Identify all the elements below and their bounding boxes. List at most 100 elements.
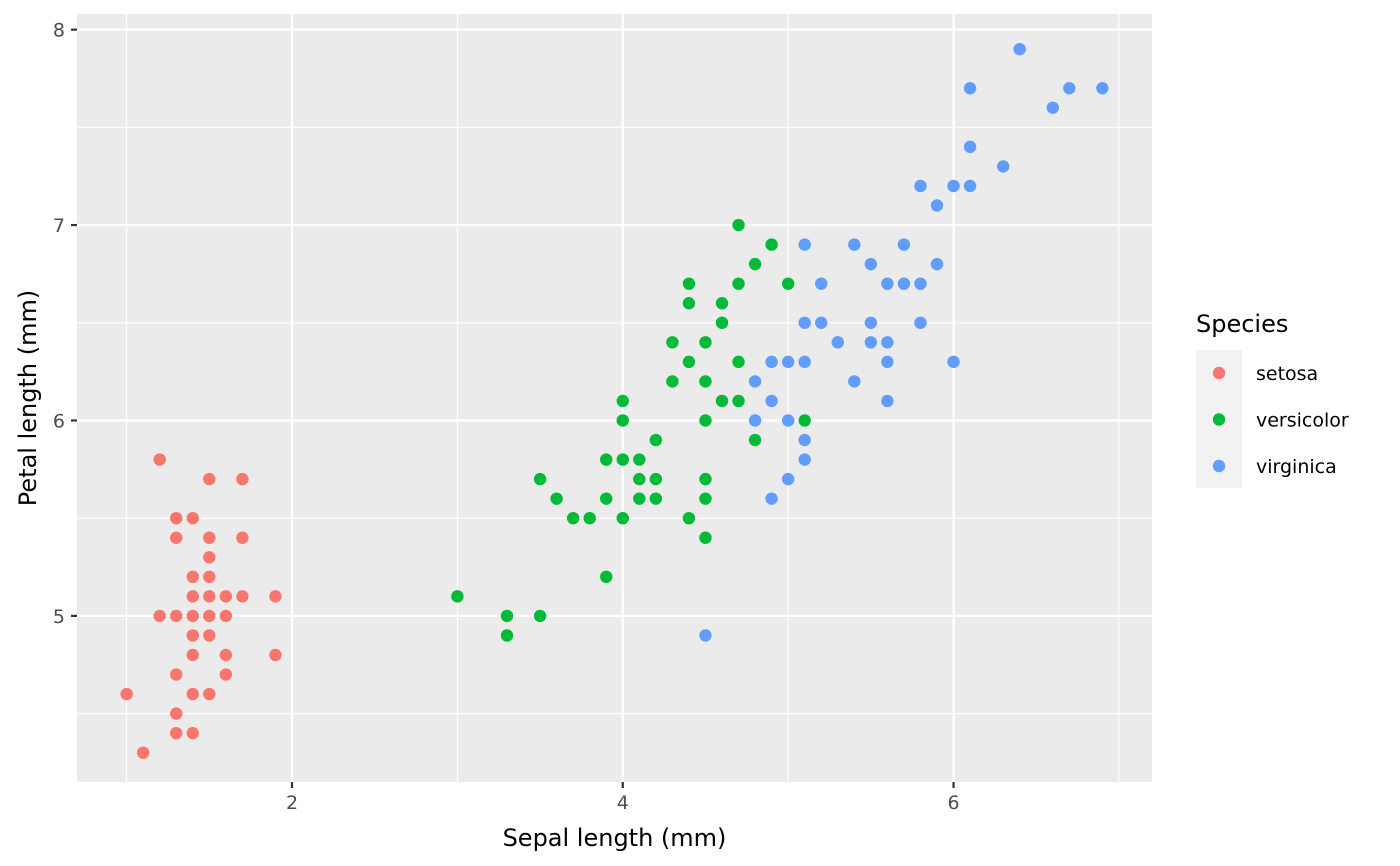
data-point-setosa [203, 590, 216, 603]
data-point-setosa [186, 687, 199, 701]
data-point-versicolor [666, 336, 679, 349]
data-point-virginica [947, 179, 960, 193]
data-point-virginica [781, 355, 795, 369]
data-point-virginica [798, 316, 811, 329]
legend-label-versicolor: versicolor [1256, 410, 1349, 432]
data-point-virginica [1096, 82, 1109, 95]
legend: Species setosa versicolor virginica [1196, 310, 1349, 488]
data-point-virginica [963, 140, 977, 154]
data-point-virginica [748, 414, 762, 427]
data-point-virginica [963, 82, 977, 95]
data-point-versicolor [715, 394, 729, 408]
data-point-versicolor [633, 472, 646, 486]
data-point-virginica [881, 336, 894, 349]
data-point-setosa [236, 531, 249, 544]
data-point-virginica [748, 375, 762, 388]
data-point-versicolor [732, 277, 745, 290]
data-point-versicolor [533, 609, 547, 623]
legend-label-virginica: virginica [1256, 456, 1337, 478]
data-point-virginica [930, 257, 944, 271]
data-point-setosa [186, 629, 199, 642]
legend-item-setosa: setosa [1212, 363, 1318, 385]
data-point-setosa [186, 511, 199, 525]
data-point-versicolor [732, 355, 745, 369]
data-point-versicolor [500, 609, 514, 623]
data-point-versicolor [533, 472, 547, 486]
data-point-virginica [1046, 101, 1059, 115]
data-point-versicolor [600, 453, 613, 466]
data-point-virginica [765, 492, 778, 505]
y-axis: 5 6 7 8 [53, 20, 77, 628]
data-point-versicolor [682, 511, 696, 525]
data-point-versicolor [715, 316, 729, 329]
data-point-virginica [1013, 42, 1026, 56]
data-point-versicolor [699, 414, 712, 427]
data-point-virginica [897, 277, 911, 290]
data-point-virginica [831, 336, 844, 349]
minor-gridlines [77, 14, 1152, 782]
legend-key-setosa [1212, 366, 1226, 380]
data-point-virginica [864, 316, 878, 329]
data-point-virginica [897, 238, 911, 251]
x-axis-title: Sepal length (mm) [503, 824, 727, 852]
data-point-virginica [881, 394, 894, 408]
data-point-virginica [815, 316, 828, 329]
data-point-virginica [765, 394, 778, 408]
data-point-versicolor [682, 277, 696, 290]
data-point-setosa [219, 668, 233, 681]
data-point-versicolor [798, 414, 811, 427]
data-point-setosa [203, 609, 216, 623]
data-point-versicolor [649, 492, 663, 505]
x-axis: 2 4 6 [286, 782, 960, 814]
data-point-versicolor [600, 570, 613, 584]
data-point-setosa [186, 648, 199, 662]
data-point-versicolor [550, 492, 563, 505]
data-point-setosa [186, 726, 199, 740]
data-point-versicolor [649, 433, 663, 447]
data-point-versicolor [600, 492, 613, 505]
data-point-versicolor [633, 492, 646, 505]
data-point-virginica [930, 199, 944, 212]
data-point-setosa [219, 648, 233, 662]
x-tick-label: 4 [617, 792, 629, 814]
data-point-virginica [798, 238, 811, 251]
data-point-versicolor [699, 531, 712, 544]
data-point-virginica [699, 629, 712, 642]
data-point-setosa [170, 707, 183, 720]
legend-key-virginica [1212, 459, 1226, 473]
data-point-virginica [864, 257, 878, 271]
data-point-virginica [815, 277, 828, 290]
data-point-virginica [781, 472, 795, 486]
data-point-setosa [136, 746, 150, 759]
data-point-versicolor [748, 433, 762, 447]
major-gridlines [77, 14, 1152, 782]
data-point-setosa [203, 687, 216, 701]
data-point-setosa [170, 668, 183, 681]
data-point-virginica [1063, 82, 1076, 95]
data-point-setosa [236, 472, 249, 486]
y-axis-title: Petal length (mm) [14, 290, 42, 506]
data-point-versicolor [699, 336, 712, 349]
data-point-versicolor [616, 453, 629, 466]
data-point-setosa [219, 609, 233, 623]
data-point-setosa [219, 590, 233, 603]
legend-item-virginica: virginica [1212, 456, 1337, 478]
data-point-versicolor [732, 218, 745, 232]
legend-key-versicolor [1212, 413, 1226, 426]
data-point-versicolor [616, 394, 629, 408]
data-point-versicolor [765, 238, 778, 251]
data-point-setosa [203, 472, 216, 486]
data-point-setosa [203, 629, 216, 642]
y-tick-label: 8 [53, 20, 65, 42]
y-tick-label: 5 [53, 606, 65, 628]
data-point-virginica [798, 433, 811, 447]
data-point-setosa [153, 609, 166, 623]
data-point-virginica [963, 179, 977, 193]
data-point-virginica [881, 355, 894, 369]
data-point-setosa [269, 648, 282, 662]
data-point-versicolor [732, 394, 745, 408]
data-point-virginica [864, 336, 878, 349]
data-point-versicolor [781, 277, 795, 290]
series-setosa [120, 453, 282, 759]
